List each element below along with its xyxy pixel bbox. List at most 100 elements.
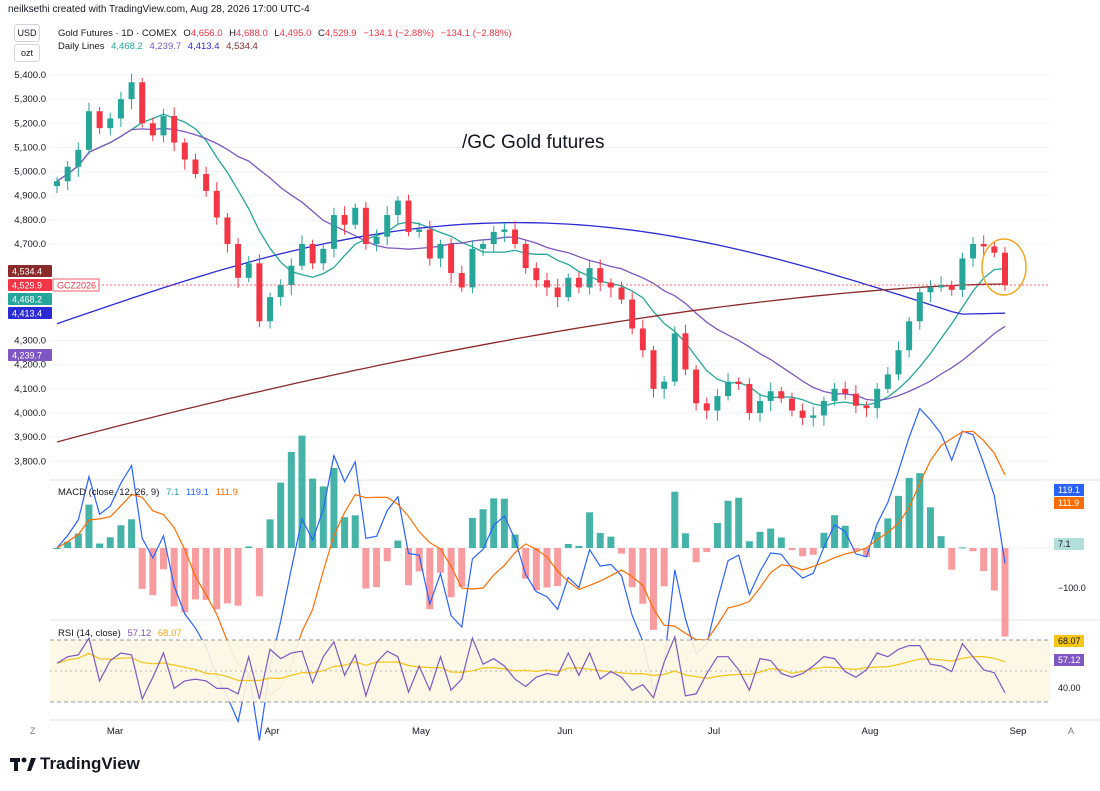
macd-histogram-bar xyxy=(405,548,413,586)
macd-histogram-bar xyxy=(128,519,136,548)
sma100-line xyxy=(56,221,1006,325)
macd-histogram-bar xyxy=(341,517,349,548)
x-axis-label: Jun xyxy=(557,726,572,737)
candle-body xyxy=(938,285,945,288)
macd-histogram-bar xyxy=(671,491,679,548)
price-tick-label: 4,000.0 xyxy=(14,408,46,419)
macd-histogram-bar xyxy=(245,546,253,548)
candle-body xyxy=(991,246,998,253)
candle-body xyxy=(597,268,604,283)
macd-histogram-bar xyxy=(383,548,391,562)
price-tick-label: 5,000.0 xyxy=(14,167,46,178)
macd-histogram-bar xyxy=(937,536,945,548)
macd-histogram-bar xyxy=(607,536,615,548)
unit-badge[interactable]: ozt xyxy=(14,44,40,62)
candle-body xyxy=(671,333,678,382)
macd-histogram-bar xyxy=(181,548,189,613)
price-label-box xyxy=(8,265,52,277)
candle-body xyxy=(469,248,476,288)
price-tick-label: 5,300.0 xyxy=(14,94,46,105)
candle-body xyxy=(565,277,572,298)
ohlc-o-label: O xyxy=(183,28,191,39)
highlight-circle xyxy=(981,238,1027,296)
price-tick-label: 4,700.0 xyxy=(14,239,46,250)
price-tick-label: 4,200.0 xyxy=(14,360,46,371)
candle-body xyxy=(980,244,987,247)
rsi-ma-axis-label: 68.07 xyxy=(1058,636,1081,646)
macd-histogram-bar xyxy=(990,548,998,591)
rsi-legend[interactable]: RSI (14, close) 57.12 68.07 xyxy=(58,628,186,639)
candle-body xyxy=(416,229,423,232)
macd-histogram-bar xyxy=(468,517,476,548)
macd-histogram-bar xyxy=(788,548,796,551)
macd-histogram-bar xyxy=(447,548,455,598)
candle-body xyxy=(970,244,977,259)
macd-signal-value: 111.9 xyxy=(215,487,238,498)
candle-body xyxy=(267,297,274,322)
macd-histogram-bar xyxy=(980,548,988,572)
candle-body xyxy=(543,280,550,288)
symbol-legend[interactable]: Gold Futures · 1D · COMEX O4,656.0 H4,68… xyxy=(58,28,515,39)
price-tick-label: 3,800.0 xyxy=(14,456,46,467)
candle-body xyxy=(916,292,923,322)
rsi-axis-box xyxy=(1054,654,1084,666)
currency-badge[interactable]: USD xyxy=(14,24,40,42)
macd-histogram-bar xyxy=(138,548,146,589)
candle-body xyxy=(618,287,625,300)
tradingview-logo[interactable]: TradingView xyxy=(10,754,140,774)
candle-body xyxy=(927,287,934,293)
ohlc-high: 4,688.0 xyxy=(236,28,268,39)
candle-body xyxy=(298,244,305,266)
candle-body xyxy=(767,391,774,401)
candle-body xyxy=(171,116,178,143)
macd-histogram-bar xyxy=(543,548,551,588)
price-label-text: 4,468.2 xyxy=(12,295,42,305)
macd-histogram-bar xyxy=(799,548,807,557)
candle-body xyxy=(394,200,401,216)
price-tick-label: 4,100.0 xyxy=(14,384,46,395)
candle-body xyxy=(714,396,721,411)
macd-histogram-bar xyxy=(713,523,721,548)
candle-body xyxy=(107,118,114,129)
price-label-box xyxy=(8,307,52,319)
candle-body xyxy=(874,388,881,409)
price-label-text: 4,413.4 xyxy=(12,309,42,319)
macd-histogram-bar xyxy=(223,548,231,604)
macd-histogram-bar xyxy=(85,504,93,548)
candle-body xyxy=(490,231,497,244)
macd-histogram-bar xyxy=(948,548,956,570)
tradingview-logo-icon xyxy=(10,757,36,771)
macd-histogram-bar xyxy=(767,528,775,548)
candle-body xyxy=(842,388,849,394)
candle-body xyxy=(735,381,742,385)
macd-histogram-bar xyxy=(575,545,583,548)
macd-histogram-bar xyxy=(618,548,626,554)
candle-body xyxy=(203,173,210,191)
candle-body xyxy=(139,82,146,124)
x-axis-label: Jul xyxy=(708,726,720,737)
sma50-value: 4,239.7 xyxy=(149,41,182,52)
macd-value: 119.1 xyxy=(185,487,209,498)
candle-body xyxy=(757,400,764,413)
macd-histogram-bar xyxy=(532,548,540,591)
macd-histogram-bar xyxy=(490,498,498,548)
price-label-text: 4,529.9 xyxy=(12,281,42,291)
candle-body xyxy=(863,405,870,409)
candle-body xyxy=(373,236,380,244)
ohlc-change: −134.1 (−2.88%) xyxy=(363,28,435,39)
candle-body xyxy=(245,263,252,278)
candle-body xyxy=(820,400,827,416)
main-pane[interactable] xyxy=(50,20,1050,478)
price-label-box xyxy=(8,279,52,291)
candle-body xyxy=(64,166,71,182)
macd-histogram-bar xyxy=(735,497,743,548)
macd-histogram-bar xyxy=(894,495,902,548)
signal-axis-label: 111.9 xyxy=(1058,498,1079,508)
x-axis-label: Sep xyxy=(1010,726,1027,737)
daily-lines-legend[interactable]: Daily Lines 4,468.2 4,239.7 4,413.4 4,53… xyxy=(58,41,262,52)
candle-body xyxy=(224,217,231,244)
macd-legend[interactable]: MACD (close, 12, 26, 9) 7.1 119.1 111.9 xyxy=(58,487,242,498)
candle-body xyxy=(693,369,700,404)
